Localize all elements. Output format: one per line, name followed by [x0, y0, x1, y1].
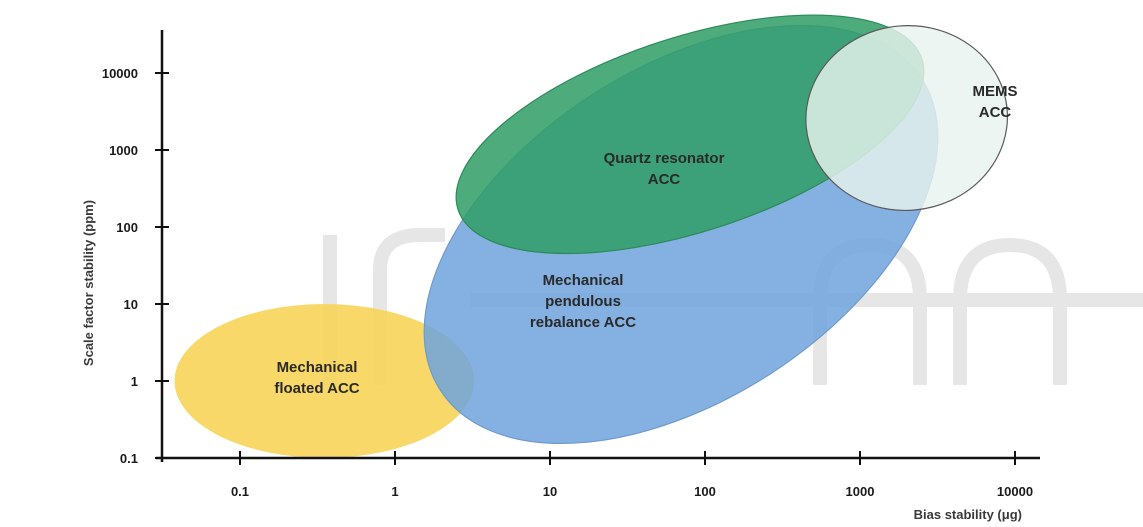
- y-tick-label: 1: [131, 374, 138, 389]
- region-mechanical-floated-acc: [174, 304, 475, 458]
- y-tick-label: 100: [116, 220, 138, 235]
- y-tick-label: 10000: [102, 66, 138, 81]
- x-tick-label: 10: [543, 484, 557, 499]
- x-tick-label: 0.1: [231, 484, 249, 499]
- x-tick-label: 10000: [997, 484, 1033, 499]
- y-tick-label: 0.1: [120, 451, 138, 466]
- region-label: Quartz resonator ACC: [604, 150, 725, 188]
- x-tick-label: 1000: [846, 484, 875, 499]
- region-label: Mechanical pendulous rebalance ACC: [530, 272, 636, 331]
- y-tick-label: 10: [124, 297, 138, 312]
- axes-layer: [156, 30, 1040, 462]
- regions-layer: [174, 14, 1009, 458]
- ticks-layer: 0.1 1 10 100 1000 10000 0.1 1 10 100 1000 10000: [102, 66, 1033, 499]
- region-label: Mechanical floated ACC: [274, 359, 359, 397]
- region-labels-layer: Mechanical floated ACC Mechanical pendulous…: [274, 83, 1017, 397]
- x-tick-label: 100: [694, 484, 716, 499]
- x-tick-label: 1: [391, 484, 398, 499]
- y-tick-label: 1000: [109, 143, 138, 158]
- y-axis-label: Scale factor stability (ppm): [81, 200, 96, 366]
- region-label: MEMS ACC: [973, 83, 1018, 121]
- x-axis-label: Bias stability (μg): [914, 507, 1022, 522]
- region-mems-acc: [805, 25, 1009, 212]
